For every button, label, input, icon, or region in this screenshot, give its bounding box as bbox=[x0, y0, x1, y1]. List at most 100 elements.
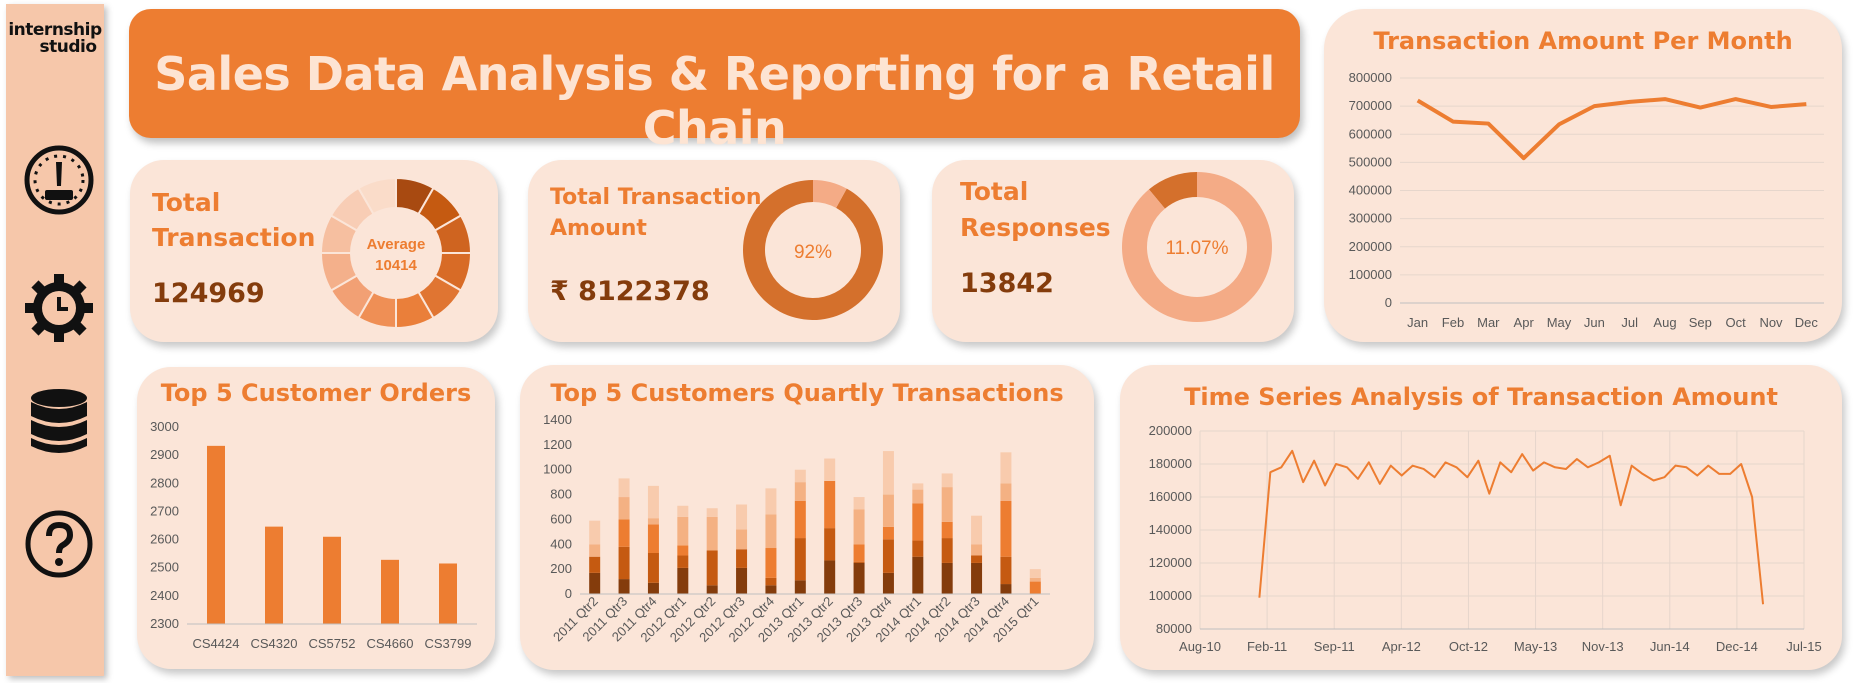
kpi-label-line1: Total bbox=[960, 177, 1029, 206]
y-tick-label: 2700 bbox=[150, 503, 179, 518]
kpi-label-line1: Total bbox=[152, 188, 221, 217]
y-tick-label: 2900 bbox=[150, 447, 179, 462]
stacked-bar-segment bbox=[882, 572, 894, 594]
chart-title-monthly: Transaction Amount Per Month bbox=[1373, 27, 1793, 55]
stacked-bar-segment bbox=[765, 577, 777, 586]
donut-center-value: 10414 bbox=[375, 257, 417, 274]
series-line bbox=[1416, 97, 1807, 161]
sidebar: internship studio bbox=[6, 4, 104, 676]
stacked-bar-segment bbox=[677, 545, 689, 556]
stacked-bar-segment bbox=[794, 482, 806, 501]
stacked-bar-segment bbox=[765, 548, 777, 578]
kpi-label-total-amount: Total Transaction Amount bbox=[550, 182, 762, 244]
y-tick-label: 2400 bbox=[150, 588, 179, 603]
stacked-bar-segment bbox=[824, 458, 836, 481]
x-tick-label: Jan bbox=[1407, 315, 1428, 330]
stacked-bar-segment bbox=[765, 488, 777, 515]
y-tick-label: 2500 bbox=[150, 560, 179, 575]
logo-line2: studio bbox=[39, 37, 97, 57]
chart-title-quarterly: Top 5 Customers Quartly Transactions bbox=[550, 379, 1064, 407]
x-tick-label: Oct-12 bbox=[1449, 639, 1488, 654]
stacked-bar-segment bbox=[853, 509, 865, 545]
kpi-value-total-responses: 13842 bbox=[960, 268, 1054, 299]
stacked-bar-segment bbox=[853, 561, 865, 563]
x-tick-label: CS4660 bbox=[367, 636, 414, 651]
donut-chart-responses: 11.07% bbox=[1122, 172, 1272, 322]
y-tick-label: 0 bbox=[1385, 295, 1392, 310]
x-tick-label: Aug-10 bbox=[1179, 639, 1221, 654]
kpi-label-total-transaction: Total Transaction bbox=[152, 185, 315, 255]
stacked-bar-segment bbox=[1000, 556, 1012, 585]
bar bbox=[439, 563, 457, 624]
y-tick-label: 500000 bbox=[1349, 154, 1392, 169]
stacked-bar-segment bbox=[736, 529, 748, 550]
stacked-bar-segment bbox=[589, 520, 601, 545]
chart-card-monthly: Transaction Amount Per Month 0 100000 2000… bbox=[1324, 9, 1842, 342]
stacked-bar-segment bbox=[824, 528, 836, 561]
donut-center-label: Average bbox=[367, 236, 426, 253]
x-tick-label: Nov-13 bbox=[1582, 639, 1624, 654]
stacked-bar-segment bbox=[824, 480, 836, 529]
stacked-bar-segment bbox=[1000, 483, 1012, 501]
stacked-bar-segment bbox=[736, 567, 748, 594]
logo-line1: internship bbox=[8, 20, 102, 40]
stacked-bar-segment bbox=[824, 560, 836, 594]
y-tick-label: 80000 bbox=[1156, 621, 1192, 636]
x-tick-label: Jun bbox=[1584, 315, 1605, 330]
stacked-bar-segment bbox=[882, 494, 894, 527]
stacked-bar-segment bbox=[647, 582, 659, 594]
stacked-bar-segment bbox=[794, 538, 806, 581]
x-tick-label: Feb-11 bbox=[1247, 639, 1287, 654]
kpi-card-total-amount: Total Transaction Amount ₹ 8122378 92% bbox=[528, 160, 900, 342]
stacked-bar-segment bbox=[647, 518, 659, 525]
stacked-bar-segment bbox=[736, 549, 748, 568]
help-icon[interactable] bbox=[23, 508, 95, 580]
donut-segment-rest bbox=[1122, 172, 1272, 322]
stacked-bar-segment bbox=[1029, 569, 1041, 578]
y-tick-label: 1400 bbox=[543, 412, 572, 427]
chart-title-top5: Top 5 Customer Orders bbox=[160, 379, 472, 407]
stacked-bar-segment bbox=[647, 524, 659, 553]
kpi-label-line2: Responses bbox=[960, 213, 1111, 242]
bar bbox=[381, 559, 399, 624]
stacked-bar-segment bbox=[912, 540, 924, 557]
y-tick-label: 2800 bbox=[150, 475, 179, 490]
bar bbox=[265, 526, 283, 624]
page-title: Sales Data Analysis & Reporting for a Re… bbox=[154, 47, 1275, 155]
stacked-bar-segment bbox=[706, 550, 718, 586]
stacked-bar-segment bbox=[853, 497, 865, 510]
stacked-bar-segment bbox=[882, 451, 894, 495]
stacked-bar-segment bbox=[618, 519, 630, 547]
stacked-bar-segment bbox=[1000, 584, 1012, 594]
x-tick-label: Jul-15 bbox=[1786, 639, 1821, 654]
x-tick-label: Aug bbox=[1653, 315, 1676, 330]
y-tick-label: 400 bbox=[550, 536, 572, 551]
dashboard-gauge-icon[interactable] bbox=[23, 144, 95, 216]
stacked-bar-segment bbox=[794, 580, 806, 594]
settings-clock-icon[interactable] bbox=[23, 272, 95, 344]
stacked-bar-segment bbox=[941, 473, 953, 488]
y-tick-label: 180000 bbox=[1149, 456, 1192, 471]
database-icon[interactable] bbox=[23, 386, 95, 458]
stacked-bar-segment bbox=[765, 514, 777, 549]
x-tick-label: Oct bbox=[1726, 315, 1747, 330]
stacked-bar-segment bbox=[706, 585, 718, 594]
stacked-bar-segment bbox=[941, 487, 953, 522]
y-tick-label: 100000 bbox=[1349, 267, 1392, 282]
stacked-bar-segment bbox=[794, 500, 806, 539]
stacked-bar-segment bbox=[706, 508, 718, 517]
y-tick-label: 200000 bbox=[1149, 423, 1192, 438]
stacked-bar-segment bbox=[589, 544, 601, 557]
kpi-label-line2: Amount bbox=[550, 216, 647, 241]
stacked-bar-segment bbox=[912, 503, 924, 541]
y-tick-label: 200000 bbox=[1349, 239, 1392, 254]
x-tick-label: Apr-12 bbox=[1382, 639, 1421, 654]
x-tick-label: Sep-11 bbox=[1314, 639, 1355, 654]
title-banner: Sales Data Analysis & Reporting for a Re… bbox=[129, 9, 1300, 155]
donut-center-value: 92% bbox=[794, 242, 832, 263]
y-tick-label: 140000 bbox=[1149, 522, 1192, 537]
stacked-bar-segment bbox=[618, 478, 630, 498]
kpi-value-total-amount: ₹ 8122378 bbox=[550, 276, 710, 307]
x-tick-label: Jul bbox=[1621, 315, 1638, 330]
